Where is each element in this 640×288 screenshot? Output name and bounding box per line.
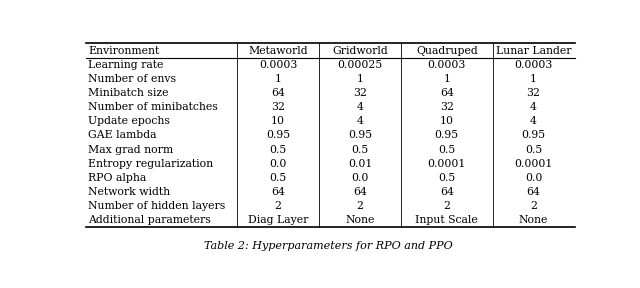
Text: Table 2: Hyperparameters for RPO and PPO: Table 2: Hyperparameters for RPO and PPO — [204, 241, 452, 251]
Text: Diag Layer: Diag Layer — [248, 215, 308, 226]
Text: 4: 4 — [356, 116, 364, 126]
Text: 64: 64 — [271, 88, 285, 98]
Text: Entropy regularization: Entropy regularization — [88, 159, 213, 169]
Text: 0.0: 0.0 — [269, 159, 287, 169]
Text: 64: 64 — [353, 187, 367, 197]
Text: 0.0003: 0.0003 — [259, 60, 298, 70]
Text: 32: 32 — [271, 102, 285, 112]
Text: 0.0003: 0.0003 — [515, 60, 553, 70]
Text: Number of minibatches: Number of minibatches — [88, 102, 218, 112]
Text: 10: 10 — [440, 116, 454, 126]
Text: 0.5: 0.5 — [269, 145, 287, 155]
Text: GAE lambda: GAE lambda — [88, 130, 156, 141]
Text: 2: 2 — [356, 201, 364, 211]
Text: Number of hidden layers: Number of hidden layers — [88, 201, 225, 211]
Text: 32: 32 — [527, 88, 541, 98]
Text: 4: 4 — [530, 116, 537, 126]
Text: 4: 4 — [530, 102, 537, 112]
Text: 1: 1 — [530, 74, 537, 84]
Text: 2: 2 — [444, 201, 451, 211]
Text: 10: 10 — [271, 116, 285, 126]
Text: 1: 1 — [356, 74, 364, 84]
Text: 64: 64 — [440, 88, 454, 98]
Text: 0.95: 0.95 — [266, 130, 290, 141]
Text: 0.0001: 0.0001 — [515, 159, 553, 169]
Text: Number of envs: Number of envs — [88, 74, 176, 84]
Text: 0.5: 0.5 — [438, 145, 456, 155]
Text: Environment: Environment — [88, 46, 159, 56]
Text: 32: 32 — [440, 102, 454, 112]
Text: Gridworld: Gridworld — [332, 46, 388, 56]
Text: 1: 1 — [275, 74, 282, 84]
Text: Network width: Network width — [88, 187, 170, 197]
Text: 0.5: 0.5 — [525, 145, 542, 155]
Text: 64: 64 — [440, 187, 454, 197]
Text: Quadruped: Quadruped — [416, 46, 477, 56]
Text: 0.95: 0.95 — [435, 130, 459, 141]
Text: 32: 32 — [353, 88, 367, 98]
Text: 4: 4 — [356, 102, 364, 112]
Text: 64: 64 — [527, 187, 541, 197]
Text: Minibatch size: Minibatch size — [88, 88, 168, 98]
Text: 2: 2 — [530, 201, 537, 211]
Text: RPO alpha: RPO alpha — [88, 173, 146, 183]
Text: 0.00025: 0.00025 — [337, 60, 383, 70]
Text: 0.0003: 0.0003 — [428, 60, 466, 70]
Text: 0.95: 0.95 — [348, 130, 372, 141]
Text: 0.95: 0.95 — [522, 130, 546, 141]
Text: 64: 64 — [271, 187, 285, 197]
Text: 0.5: 0.5 — [351, 145, 369, 155]
Text: Additional parameters: Additional parameters — [88, 215, 211, 226]
Text: 0.5: 0.5 — [438, 173, 456, 183]
Text: 0.0: 0.0 — [525, 173, 542, 183]
Text: 0.5: 0.5 — [269, 173, 287, 183]
Text: 0.0001: 0.0001 — [428, 159, 466, 169]
Text: Update epochs: Update epochs — [88, 116, 170, 126]
Text: 0.01: 0.01 — [348, 159, 372, 169]
Text: Lunar Lander: Lunar Lander — [496, 46, 572, 56]
Text: Learning rate: Learning rate — [88, 60, 163, 70]
Text: 2: 2 — [275, 201, 282, 211]
Text: None: None — [519, 215, 548, 226]
Text: None: None — [346, 215, 374, 226]
Text: Metaworld: Metaworld — [248, 46, 308, 56]
Text: 0.0: 0.0 — [351, 173, 369, 183]
Text: Max grad norm: Max grad norm — [88, 145, 173, 155]
Text: Input Scale: Input Scale — [415, 215, 478, 226]
Text: 1: 1 — [444, 74, 451, 84]
